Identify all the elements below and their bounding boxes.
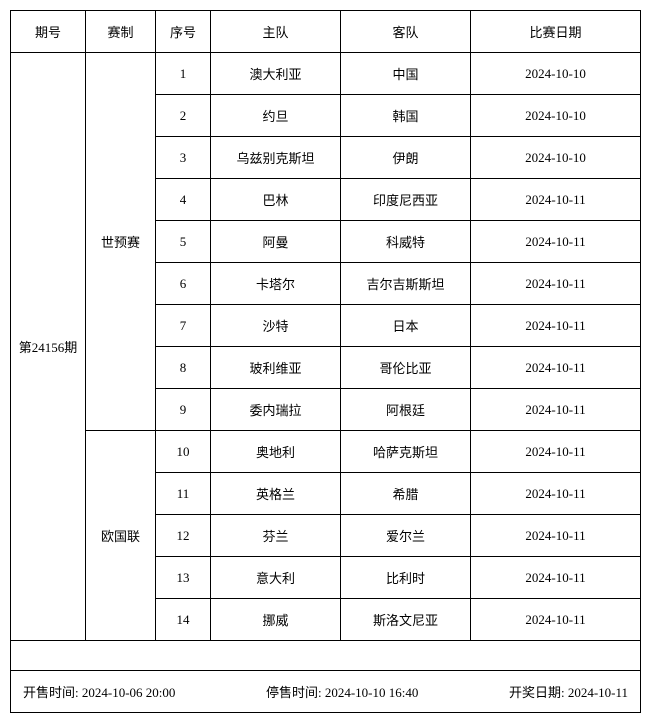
seq-cell: 5	[156, 221, 211, 263]
home-cell: 乌兹别克斯坦	[211, 137, 341, 179]
date-cell: 2024-10-11	[471, 263, 641, 305]
seq-cell: 14	[156, 599, 211, 641]
seq-cell: 7	[156, 305, 211, 347]
away-cell: 吉尔吉斯斯坦	[341, 263, 471, 305]
away-cell: 哈萨克斯坦	[341, 431, 471, 473]
date-cell: 2024-10-11	[471, 347, 641, 389]
away-cell: 日本	[341, 305, 471, 347]
home-cell: 澳大利亚	[211, 53, 341, 95]
home-cell: 芬兰	[211, 515, 341, 557]
date-cell: 2024-10-11	[471, 305, 641, 347]
header-type: 赛制	[86, 11, 156, 53]
spacer-row	[11, 641, 641, 671]
away-cell: 伊朗	[341, 137, 471, 179]
type-cell: 欧国联	[86, 431, 156, 641]
date-cell: 2024-10-11	[471, 389, 641, 431]
away-cell: 哥伦比亚	[341, 347, 471, 389]
date-cell: 2024-10-11	[471, 599, 641, 641]
open-value: 2024-10-06 20:00	[82, 685, 176, 700]
home-cell: 约旦	[211, 95, 341, 137]
date-cell: 2024-10-10	[471, 95, 641, 137]
home-cell: 卡塔尔	[211, 263, 341, 305]
home-cell: 英格兰	[211, 473, 341, 515]
date-cell: 2024-10-10	[471, 53, 641, 95]
away-cell: 中国	[341, 53, 471, 95]
table-row: 第24156期 世预赛 1 澳大利亚 中国 2024-10-10	[11, 53, 641, 95]
home-cell: 挪威	[211, 599, 341, 641]
header-period: 期号	[11, 11, 86, 53]
date-cell: 2024-10-11	[471, 557, 641, 599]
away-cell: 印度尼西亚	[341, 179, 471, 221]
away-cell: 希腊	[341, 473, 471, 515]
header-date: 比赛日期	[471, 11, 641, 53]
open-time: 开售时间: 2024-10-06 20:00	[23, 682, 175, 701]
home-cell: 奥地利	[211, 431, 341, 473]
away-cell: 比利时	[341, 557, 471, 599]
home-cell: 委内瑞拉	[211, 389, 341, 431]
match-table: 期号 赛制 序号 主队 客队 比赛日期 第24156期 世预赛 1 澳大利亚 中…	[10, 10, 641, 713]
home-cell: 玻利维亚	[211, 347, 341, 389]
seq-cell: 3	[156, 137, 211, 179]
away-cell: 爱尔兰	[341, 515, 471, 557]
away-cell: 斯洛文尼亚	[341, 599, 471, 641]
header-row: 期号 赛制 序号 主队 客队 比赛日期	[11, 11, 641, 53]
open-label: 开售时间:	[23, 685, 79, 700]
seq-cell: 13	[156, 557, 211, 599]
close-value: 2024-10-10 16:40	[325, 685, 419, 700]
seq-cell: 4	[156, 179, 211, 221]
header-away: 客队	[341, 11, 471, 53]
seq-cell: 1	[156, 53, 211, 95]
seq-cell: 12	[156, 515, 211, 557]
draw-value: 2024-10-11	[568, 685, 628, 700]
date-cell: 2024-10-11	[471, 179, 641, 221]
away-cell: 科威特	[341, 221, 471, 263]
home-cell: 阿曼	[211, 221, 341, 263]
date-cell: 2024-10-10	[471, 137, 641, 179]
seq-cell: 11	[156, 473, 211, 515]
header-home: 主队	[211, 11, 341, 53]
away-cell: 阿根廷	[341, 389, 471, 431]
seq-cell: 9	[156, 389, 211, 431]
seq-cell: 10	[156, 431, 211, 473]
home-cell: 意大利	[211, 557, 341, 599]
date-cell: 2024-10-11	[471, 221, 641, 263]
date-cell: 2024-10-11	[471, 431, 641, 473]
away-cell: 韩国	[341, 95, 471, 137]
close-label: 停售时间:	[266, 685, 322, 700]
table-row: 欧国联 10 奥地利 哈萨克斯坦 2024-10-11	[11, 431, 641, 473]
date-cell: 2024-10-11	[471, 473, 641, 515]
seq-cell: 8	[156, 347, 211, 389]
footer-row: 开售时间: 2024-10-06 20:00 停售时间: 2024-10-10 …	[11, 671, 641, 713]
close-time: 停售时间: 2024-10-10 16:40	[266, 682, 418, 701]
seq-cell: 6	[156, 263, 211, 305]
draw-date: 开奖日期: 2024-10-11	[509, 682, 628, 701]
home-cell: 巴林	[211, 179, 341, 221]
home-cell: 沙特	[211, 305, 341, 347]
seq-cell: 2	[156, 95, 211, 137]
period-cell: 第24156期	[11, 53, 86, 641]
type-cell: 世预赛	[86, 53, 156, 431]
header-seq: 序号	[156, 11, 211, 53]
date-cell: 2024-10-11	[471, 515, 641, 557]
draw-label: 开奖日期:	[509, 685, 565, 700]
